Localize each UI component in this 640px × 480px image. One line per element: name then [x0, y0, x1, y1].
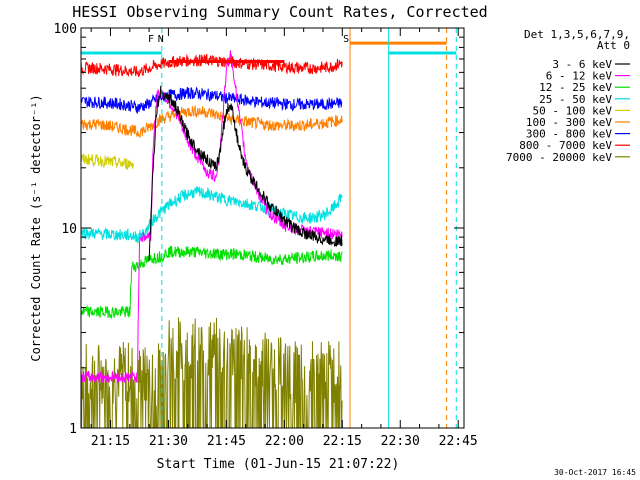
series-100-300-kev [81, 105, 343, 138]
x-tick-label-30: 21:30 [149, 434, 188, 449]
series-300-800-kev [81, 86, 343, 114]
x-tick-label-45: 21:45 [207, 434, 246, 449]
x-tick-label-105: 22:45 [439, 434, 478, 449]
legend-header-line-1: Det 1,3,5,6,7,9, [524, 28, 630, 41]
legend-label-8: 7000 - 20000 keV [506, 151, 612, 164]
series-3-6-kev [148, 85, 343, 261]
x-tick-label-15: 21:15 [91, 434, 130, 449]
legend-label-3: 25 - 50 keV [539, 93, 612, 106]
x-tick-label-75: 22:15 [323, 434, 362, 449]
legend-label-7: 800 - 7000 keV [519, 139, 612, 152]
legend-label-1: 6 - 12 keV [546, 70, 613, 83]
x-axis-label: Start Time (01-Jun-15 21:07:22) [157, 457, 400, 472]
legend-label-6: 300 - 800 keV [526, 128, 612, 141]
legend-label-5: 100 - 300 keV [526, 116, 612, 129]
chart-title: HESSI Observing Summary Count Rates, Cor… [72, 3, 487, 21]
series-12-25-kev [81, 245, 343, 320]
series-25-50-kev [81, 185, 343, 245]
legend-label-2: 12 - 25 keV [539, 81, 612, 94]
legend-label-0: 3 - 6 keV [552, 58, 612, 71]
series-50-100-kev [81, 153, 134, 171]
series-7000-20000-kev [81, 317, 343, 428]
legend-header-line-2: Att 0 [597, 39, 630, 52]
y-tick-label-100: 100 [54, 22, 77, 37]
timestamp: 30-Oct-2017 16:45 [554, 468, 636, 477]
flag-n: N [158, 34, 164, 45]
y-axis-label: Corrected Count Rate (s⁻¹ detector⁻¹) [29, 94, 43, 361]
flag-f: F [148, 34, 154, 45]
legend-label-4: 50 - 100 keV [533, 104, 613, 117]
x-tick-label-90: 22:30 [381, 434, 420, 449]
y-tick-label-1: 1 [69, 422, 77, 437]
y-tick-label-10: 10 [61, 222, 77, 237]
axes: 21:15 21:30 21:45 22:00 22:15 22:30 22:45 1 10 10… [54, 22, 478, 449]
x-tick-label-60: 22:00 [265, 434, 304, 449]
series-800-7000-kev [81, 53, 343, 78]
flag-s: S [343, 34, 349, 45]
